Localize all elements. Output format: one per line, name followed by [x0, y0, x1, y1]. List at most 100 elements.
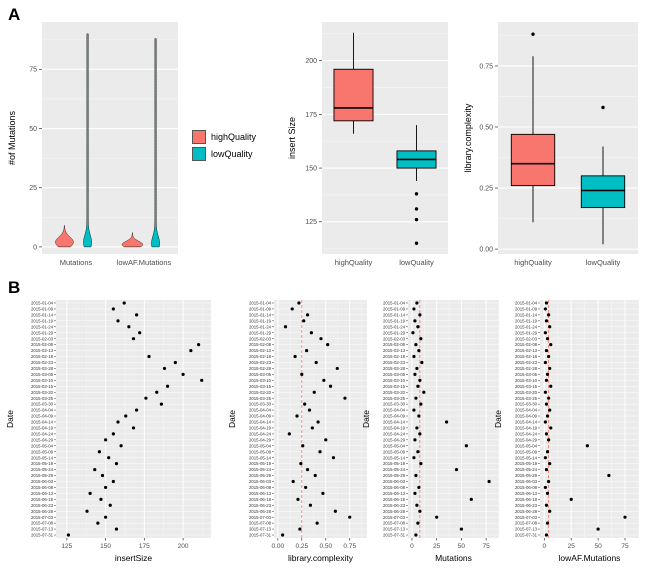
data-point [569, 497, 573, 501]
date-tick-label: 2015-06-23 [31, 503, 54, 508]
date-tick-label: 2015-05-24 [31, 467, 54, 472]
date-tick-label: 2015-05-09 [515, 449, 538, 454]
data-point [544, 319, 549, 323]
date-tick-label: 2015-03-30 [515, 402, 538, 407]
date-tick-label: 2015-03-30 [249, 402, 272, 407]
x-axis-title: insertSize [115, 553, 153, 563]
date-tick-label: 2015-04-29 [31, 437, 54, 442]
data-point [107, 456, 111, 460]
scatter-plot-insert-size: 125 150 175 200 2015-01-04 2015-01-09 2015-01-… [6, 296, 218, 568]
panel-background [408, 300, 499, 538]
data-point [293, 354, 297, 359]
violin-mutations-svg: 0 25 50 75 Mutations lowAF.Mutations #of Mutat… [7, 22, 178, 267]
date-tick-label: 2015-03-30 [31, 402, 54, 407]
date-tick-label: 2015-07-13 [31, 527, 54, 532]
date-tick-label: 2015-05-29 [383, 473, 406, 478]
y-axis-title: insert Size [287, 117, 297, 159]
date-tick-label: 2015-01-04 [383, 301, 406, 306]
y-axis-title: Date [6, 410, 15, 428]
date-tick-label: 2015-06-08 [515, 485, 538, 490]
data-point [544, 402, 549, 406]
data-point [104, 485, 108, 490]
date-tick-label: 2015-05-04 [383, 443, 406, 448]
date-tick-label: 2015-05-09 [249, 449, 272, 454]
data-point [290, 307, 294, 311]
date-tick-label: 2015-03-05 [383, 372, 406, 377]
box-library-complexity-svg: 0.00 0.25 0.50 0.75 highQuality lowQuality lib… [463, 22, 638, 267]
y-tick-label: 125 [305, 219, 317, 226]
data-point [85, 509, 89, 513]
x-tick-label: 0.25 [295, 543, 308, 550]
data-point [96, 521, 100, 525]
data-point [418, 432, 422, 436]
date-tick-label: 2015-05-24 [515, 467, 538, 472]
x-tick-label: 0.50 [319, 543, 332, 550]
data-point [300, 372, 304, 376]
date-tick-label: 2015-02-18 [515, 354, 538, 359]
data-point [310, 426, 314, 430]
data-point [99, 497, 103, 501]
data-point [487, 479, 491, 484]
panel-background [322, 22, 448, 254]
date-tick-label: 2015-03-10 [249, 378, 272, 383]
date-tick-label: 2015-01-14 [249, 312, 272, 317]
date-tick-label: 2015-07-31 [515, 533, 538, 538]
date-tick-label: 2015-01-24 [515, 324, 538, 329]
date-tick-label: 2015-07-08 [249, 521, 272, 526]
data-point [415, 426, 419, 430]
x-category-label: lowAF.Mutations [117, 258, 172, 267]
date-tick-label: 2015-06-18 [249, 497, 272, 502]
date-tick-label: 2015-03-10 [383, 378, 406, 383]
date-tick-label: 2015-07-31 [383, 533, 406, 538]
x-tick-label: 0 [542, 543, 546, 550]
scatter-mutations-svg: 0 25 50 752015-01-042015-01-092015-01-14201… [362, 300, 499, 563]
data-point [114, 462, 119, 466]
data-point [114, 527, 119, 531]
date-tick-label: 2015-03-30 [383, 402, 406, 407]
date-tick-label: 2015-01-24 [383, 324, 406, 329]
data-point [348, 515, 352, 519]
date-tick-label: 2015-06-03 [383, 479, 406, 484]
date-tick-label: 2015-04-24 [31, 431, 54, 436]
date-tick-label: 2015-04-09 [383, 414, 406, 419]
date-tick-label: 2015-02-28 [383, 366, 406, 371]
data-point [122, 301, 126, 305]
data-point [307, 408, 312, 412]
date-tick-label: 2015-01-24 [31, 324, 54, 329]
date-tick-label: 2015-04-24 [383, 431, 406, 436]
date-tick-label: 2015-03-15 [31, 384, 54, 389]
data-point [309, 331, 313, 335]
data-point [318, 450, 322, 454]
data-point [547, 438, 551, 442]
date-tick-label: 2015-04-19 [249, 426, 272, 431]
data-point [544, 378, 549, 382]
x-tick-label: 25 [568, 543, 576, 550]
legend-item-low-quality: lowQuality [192, 147, 256, 161]
x-tick-label: 200 [178, 543, 189, 550]
date-tick-label: 2015-01-09 [249, 307, 272, 312]
data-point [416, 325, 420, 329]
data-point [316, 420, 320, 424]
data-point [549, 384, 553, 388]
date-tick-label: 2015-03-20 [383, 390, 406, 395]
data-point [413, 491, 417, 495]
data-point [308, 503, 313, 507]
date-tick-label: 2015-03-25 [383, 396, 406, 401]
legend-label-high-quality: highQuality [211, 132, 257, 142]
data-point [127, 325, 131, 329]
data-point [411, 331, 415, 335]
data-point [548, 509, 552, 513]
box-lowQuality [580, 175, 626, 209]
x-tick-label: 50 [594, 543, 602, 550]
date-tick-label: 2015-07-13 [383, 527, 406, 532]
data-point [548, 408, 552, 412]
boxplot-insert-size: 125 150 175 200 highQuality lowQuality insert … [286, 12, 456, 278]
date-tick-label: 2015-02-18 [383, 354, 406, 359]
data-point [301, 444, 305, 448]
data-point [459, 527, 464, 531]
data-point [315, 521, 319, 525]
data-point [295, 414, 299, 418]
y-axis-title: Date [494, 410, 503, 428]
date-tick-label: 2015-06-18 [383, 497, 406, 502]
data-point [543, 485, 547, 490]
